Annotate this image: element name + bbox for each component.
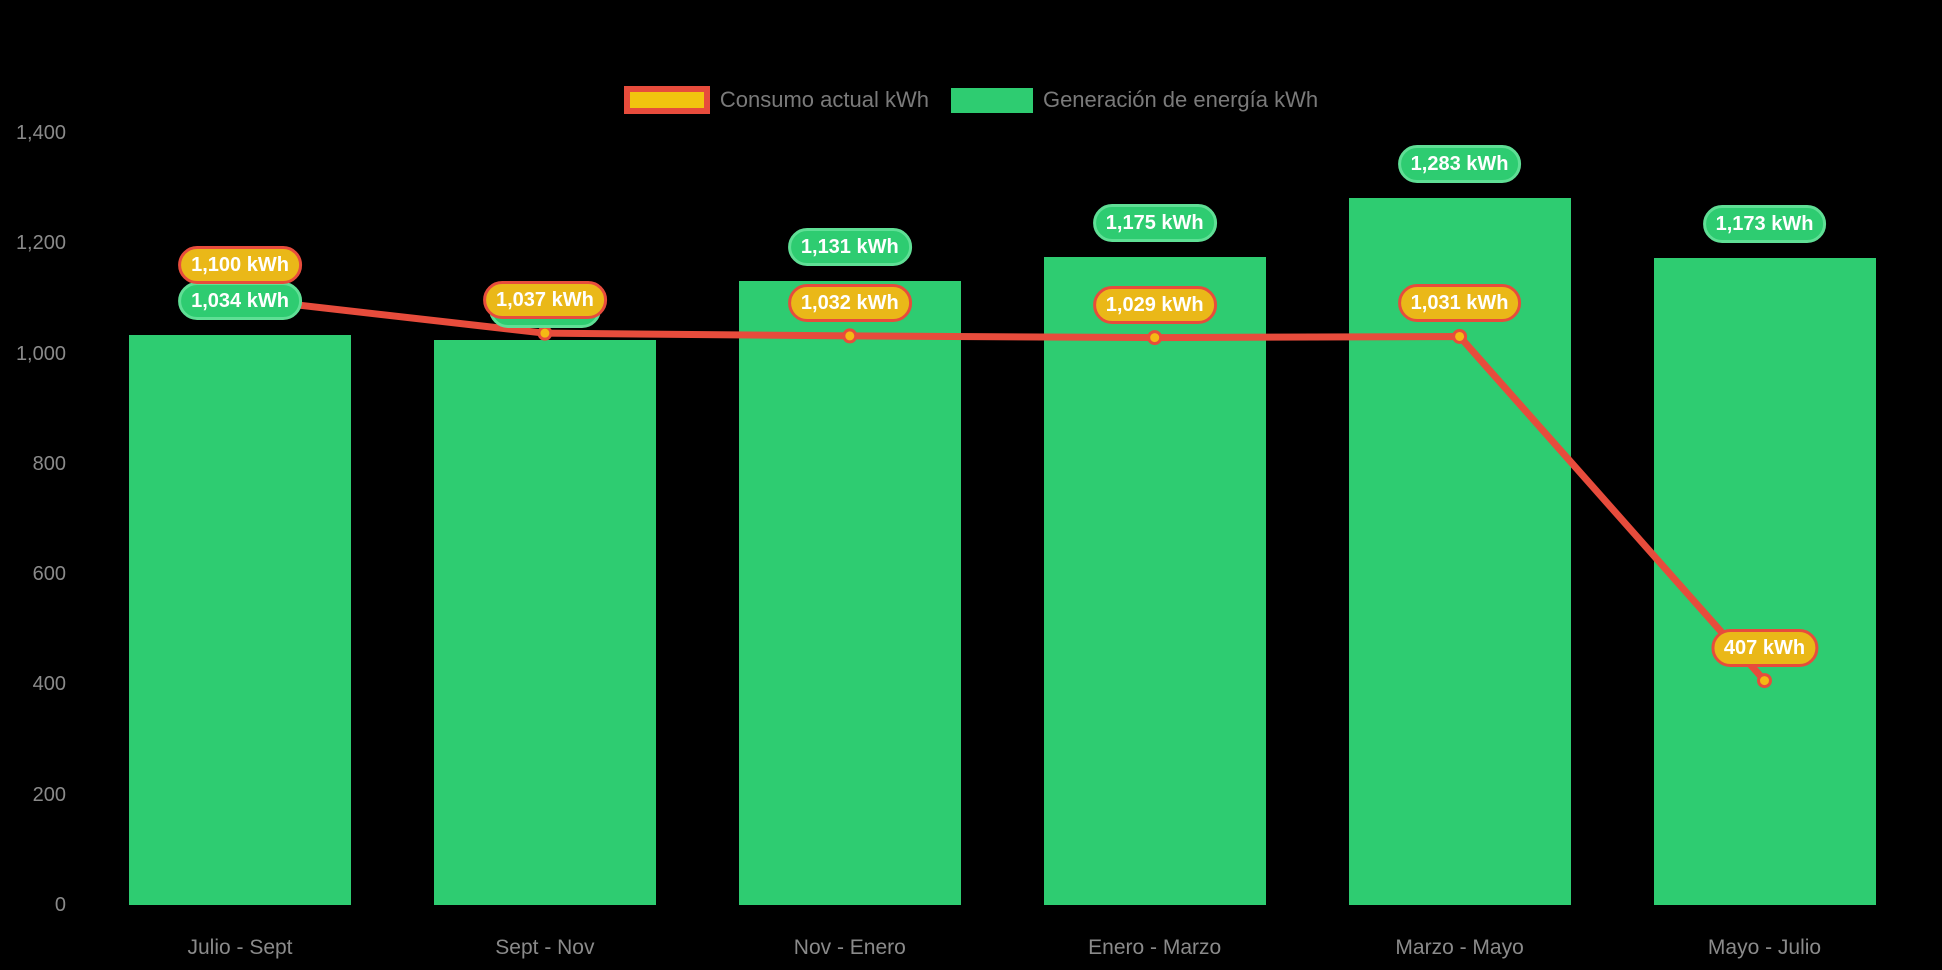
consumption-point-3[interactable]: [842, 328, 858, 344]
consumption-label-pill-2: 1,037 kWh: [482, 281, 607, 320]
consumption-label-pill-6: 407 kWh: [1710, 628, 1819, 667]
legend-item-consumo[interactable]: Consumo actual kWh: [623, 86, 929, 114]
y-axis-tick-label: 200: [32, 783, 66, 806]
x-axis-category-label: Mayo - Julio: [1707, 936, 1822, 959]
consumption-label-pill-4: 1,029 kWh: [1092, 285, 1217, 324]
generation-label-pill-3: 1,131 kWh: [787, 228, 912, 267]
consumption-line: [236, 294, 1768, 685]
y-axis-tick-label: 400: [32, 673, 66, 696]
y-axis-tick-label: 0: [54, 894, 66, 916]
consumption-point-4[interactable]: [1147, 330, 1163, 346]
legend-label-generacion: Generación de energía kWh: [1042, 87, 1319, 112]
legend-label-consumo: Consumo actual kWh: [719, 87, 929, 112]
x-axis-category-label: Sept - Nov: [495, 936, 595, 959]
y-axis-tick-label: 1,400: [15, 121, 66, 144]
x-axis-category-label: Julio - Sept: [187, 936, 293, 959]
generation-label-pill-4: 1,175 kWh: [1092, 204, 1217, 243]
consumption-label-pill-5: 1,031 kWh: [1397, 284, 1522, 323]
consumption-point-6[interactable]: [1757, 673, 1772, 689]
generation-bar-6[interactable]: [1653, 258, 1876, 905]
y-axis-tick-label: 600: [32, 563, 66, 586]
generation-bar-4[interactable]: [1043, 257, 1266, 905]
consumption-label-pill-3: 1,032 kWh: [787, 283, 912, 322]
x-axis-category-label: Enero - Marzo: [1088, 936, 1222, 959]
x-axis-category-label: Nov - Enero: [793, 936, 906, 959]
generation-bar-2[interactable]: [433, 339, 656, 905]
y-axis-tick-label: 1,000: [15, 342, 66, 365]
generation-label-pill-6: 1,173 kWh: [1702, 205, 1827, 244]
generacion-swatch-icon: [950, 87, 1033, 113]
generation-bar-3[interactable]: [738, 281, 961, 905]
consumption-label-pill-1: 1,100 kWh: [178, 246, 302, 285]
y-axis-tick-label: 1,200: [15, 232, 66, 255]
legend-item-generacion[interactable]: Generación de energía kWh: [950, 87, 1319, 113]
y-axis-tick-label: 800: [32, 452, 66, 475]
consumption-point-5[interactable]: [1452, 328, 1468, 344]
legend: Consumo actual kWh Generación de energía…: [0, 84, 1942, 116]
generation-bar-1[interactable]: [129, 334, 351, 905]
generation-label-pill-5: 1,283 kWh: [1397, 144, 1522, 183]
x-axis-category-label: Marzo - Mayo: [1395, 936, 1524, 959]
consumo-swatch-icon: [623, 86, 710, 114]
